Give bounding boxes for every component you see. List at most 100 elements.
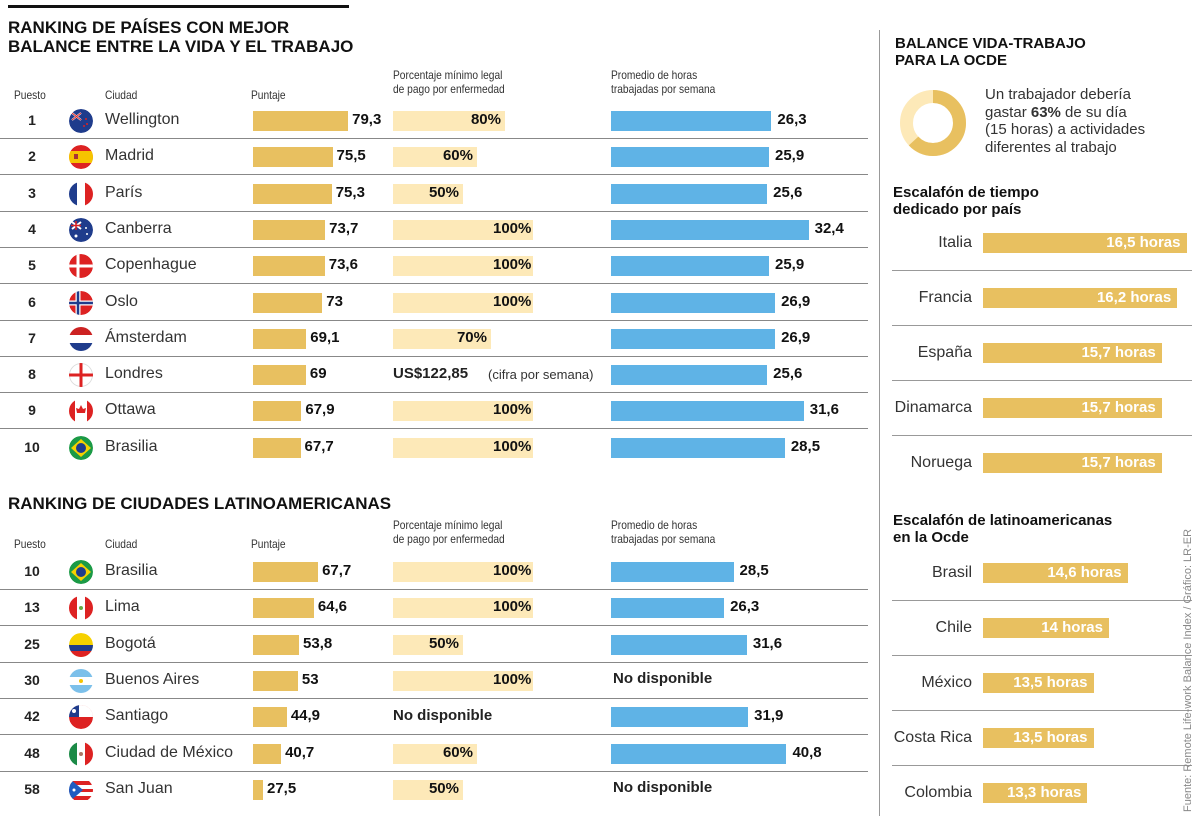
- hours-bar: [611, 401, 804, 422]
- city-name: París: [105, 183, 143, 201]
- sick-pay-value: 80%: [470, 111, 501, 128]
- table-row: 13 Lima 64,6 100% 26,3: [0, 590, 868, 627]
- hours-value: 28,5: [739, 562, 769, 579]
- bar-label: Noruega: [910, 454, 972, 471]
- england-flag-icon: [69, 363, 93, 388]
- table-row: 48 Ciudad de México 40,7 60% 40,8: [0, 736, 868, 772]
- sick-pay-value: 70%: [456, 328, 487, 346]
- table-row: 8 Londres 69 US$122,85 (cifra por semana) 25,…: [0, 357, 868, 394]
- bar-label: Italia: [938, 234, 972, 251]
- t1-header-city: Ciudad: [105, 88, 138, 102]
- hours-bar: [611, 256, 769, 277]
- rank-number: 6: [28, 293, 36, 310]
- mexico-flag-icon: [69, 741, 93, 766]
- score-bar: [253, 437, 301, 458]
- side-title: BALANCE VIDA-TRABAJO PARA LA OCDE: [895, 35, 1086, 69]
- row-divider: [892, 765, 1192, 766]
- rank-number: 1: [28, 112, 36, 128]
- row-divider: [892, 270, 1192, 271]
- hours-value: 25,9: [774, 147, 805, 165]
- hours-bar: 14,6 horas: [983, 563, 1128, 583]
- score-value: 40,7: [285, 743, 315, 761]
- sick-pay-bar: [393, 147, 477, 168]
- hours-value: 31,6: [752, 634, 783, 652]
- city-name: Ciudad de México: [105, 743, 234, 761]
- city-name: Oslo: [105, 292, 138, 310]
- city-name: Bogotá: [105, 634, 156, 652]
- hours-value: 25,6: [773, 183, 803, 201]
- score-bar: [253, 147, 333, 168]
- sick-pay-value: 50%: [428, 634, 459, 652]
- row-divider: [892, 655, 1192, 656]
- t1-header-hours: Promedio de horas trabajadas por semana: [611, 68, 716, 96]
- row-divider: [892, 710, 1192, 711]
- hours-bar: 16,2 horas: [983, 288, 1178, 308]
- source-note: Fuente: Remote Life-work Balance Index /…: [1182, 528, 1194, 812]
- score-bar: [253, 219, 326, 240]
- score-value: 73,6: [328, 256, 358, 274]
- score-bar: [253, 634, 300, 655]
- hours-value: 28,5: [790, 437, 821, 455]
- table-row: 5 Copenhague 73,6 100% 25,9: [0, 248, 868, 285]
- sick-pay-bar: [393, 328, 491, 349]
- t1-header-score: Puntaje: [251, 88, 286, 102]
- sick-pay-value: 50%: [428, 779, 459, 797]
- sick-pay-value: 100%: [493, 670, 532, 688]
- brazil-flag-icon: [69, 435, 93, 460]
- city-name: Ámsterdam: [105, 328, 187, 346]
- hours-bar: [611, 365, 768, 386]
- table-row: 6 Oslo 73 100% 26,9: [0, 285, 868, 321]
- chart1-title: Escalafón de tiempo dedicado por país: [893, 184, 1039, 218]
- city-name: Copenhague: [105, 256, 197, 274]
- row-divider: [892, 325, 1192, 326]
- rank-number: 58: [24, 780, 40, 797]
- bar-label: España: [917, 344, 972, 361]
- sick-pay-bar: [393, 437, 533, 458]
- sick-pay-bar: [393, 183, 463, 204]
- sick-pay-value: 100%: [493, 292, 532, 310]
- puerto-rico-flag-icon: [69, 777, 93, 802]
- score-bar: [253, 111, 349, 131]
- rank-number: 48: [24, 744, 40, 761]
- rank-number: 2: [28, 148, 36, 165]
- t1-header-rank: Puesto: [14, 88, 46, 102]
- row-divider: [892, 435, 1192, 436]
- australia-flag-icon: [69, 217, 93, 242]
- denmark-flag-icon: [69, 254, 93, 279]
- city-name: Ottawa: [105, 401, 156, 419]
- hours-bar: [611, 111, 772, 131]
- table2-title: RANKING DE CIUDADES LATINOAMERICANAS: [8, 494, 392, 513]
- score-bar: [253, 328, 307, 349]
- hours-bar: [611, 183, 768, 204]
- peru-flag-icon: [69, 596, 93, 621]
- bar-label: Costa Rica: [893, 729, 972, 746]
- hours-bar: [611, 147, 769, 168]
- hours-bar: 13,5 horas: [983, 728, 1094, 748]
- score-value: 79,3: [352, 111, 382, 128]
- score-value: 73,7: [329, 219, 359, 237]
- hours-value: 31,9: [754, 707, 784, 725]
- norway-flag-icon: [69, 290, 93, 315]
- sick-pay-value: 100%: [493, 401, 532, 419]
- score-value: 53: [301, 670, 319, 688]
- chile-flag-icon: [69, 705, 93, 730]
- hours-value: 26,9: [781, 328, 811, 346]
- t2-header-score: Puntaje: [251, 537, 286, 551]
- score-bar: [253, 256, 325, 277]
- hours-bar: [611, 707, 749, 728]
- hours-bar: 16,5 horas: [983, 233, 1187, 253]
- sick-pay-bar: [393, 743, 477, 764]
- hours-value: 25,9: [774, 256, 805, 274]
- city-name: Santiago: [105, 707, 169, 725]
- hours-bar: 14 horas: [983, 618, 1109, 638]
- city-name: Brasilia: [105, 562, 158, 579]
- t2-header-sick: Porcentaje mínimo legal de pago por enfe…: [393, 518, 505, 546]
- sick-pay-bar: [393, 256, 533, 277]
- rank-number: 7: [28, 329, 36, 346]
- sick-pay-value: 100%: [493, 437, 532, 455]
- hours-bar: [611, 292, 776, 313]
- row-divider: [892, 600, 1192, 601]
- hours-value: 25,6: [773, 365, 803, 383]
- hours-bar: [611, 328, 776, 349]
- city-name: Wellington: [105, 111, 180, 128]
